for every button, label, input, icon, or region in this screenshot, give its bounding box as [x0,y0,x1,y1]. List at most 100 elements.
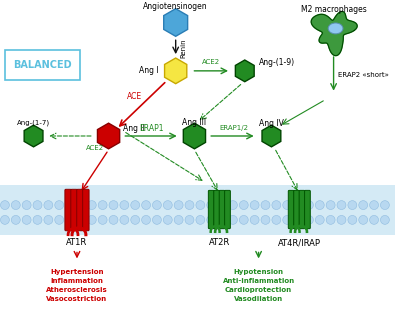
Circle shape [22,201,31,209]
Circle shape [304,201,313,209]
Circle shape [55,201,64,209]
Circle shape [33,201,42,209]
FancyBboxPatch shape [0,185,395,235]
FancyBboxPatch shape [77,189,83,231]
Circle shape [348,215,357,224]
Circle shape [272,201,281,209]
Circle shape [22,215,31,224]
Text: AT1R: AT1R [66,238,88,247]
Polygon shape [98,123,120,149]
Circle shape [380,201,389,209]
Circle shape [196,201,205,209]
Text: ACE: ACE [127,92,142,101]
Text: M2 macrophages: M2 macrophages [301,5,366,14]
Circle shape [315,201,324,209]
Circle shape [163,215,172,224]
Circle shape [174,215,183,224]
Text: Renin: Renin [181,38,187,58]
Circle shape [272,215,281,224]
Circle shape [185,215,194,224]
Circle shape [196,215,205,224]
Circle shape [163,201,172,209]
Circle shape [326,201,335,209]
Circle shape [142,215,150,224]
Polygon shape [183,123,206,149]
Circle shape [261,201,270,209]
Text: Atherosclerosis: Atherosclerosis [46,287,108,293]
FancyBboxPatch shape [71,189,77,231]
FancyBboxPatch shape [219,190,225,229]
Ellipse shape [328,23,343,34]
Circle shape [218,201,226,209]
Circle shape [11,215,20,224]
Text: Anti-inflammation: Anti-inflammation [222,278,295,284]
Circle shape [359,201,368,209]
Text: Ang I: Ang I [139,66,159,75]
Circle shape [337,215,346,224]
Circle shape [207,215,216,224]
Text: BALANCED: BALANCED [13,60,72,70]
Circle shape [87,201,96,209]
Circle shape [239,215,248,224]
Circle shape [380,215,389,224]
Circle shape [152,215,161,224]
Circle shape [152,201,161,209]
Circle shape [261,215,270,224]
Circle shape [109,215,118,224]
Circle shape [283,215,292,224]
Circle shape [250,215,259,224]
Polygon shape [311,11,357,56]
Circle shape [370,215,378,224]
Circle shape [131,201,140,209]
Circle shape [55,215,64,224]
FancyBboxPatch shape [299,190,305,229]
Circle shape [283,201,292,209]
Circle shape [359,215,368,224]
Text: Vasodilation: Vasodilation [234,296,283,302]
Circle shape [44,201,53,209]
Text: Cardioprotection: Cardioprotection [225,287,292,293]
Circle shape [11,201,20,209]
FancyBboxPatch shape [208,190,214,229]
Circle shape [315,215,324,224]
Circle shape [131,215,140,224]
Circle shape [370,201,378,209]
Circle shape [239,201,248,209]
Circle shape [98,201,107,209]
Circle shape [174,201,183,209]
Circle shape [185,201,194,209]
Text: Hypertension: Hypertension [50,269,104,275]
Circle shape [218,215,226,224]
Circle shape [44,215,53,224]
Circle shape [120,215,129,224]
Polygon shape [164,9,188,36]
Polygon shape [235,60,254,82]
FancyBboxPatch shape [5,50,80,80]
Text: ERAP2 «short»: ERAP2 «short» [338,72,388,78]
Text: ERAP1/2: ERAP1/2 [220,125,248,131]
Circle shape [66,215,74,224]
Text: Angiotensinogen: Angiotensinogen [143,2,208,11]
Circle shape [294,201,302,209]
FancyBboxPatch shape [65,189,71,231]
Circle shape [120,201,129,209]
Text: ERAP1: ERAP1 [139,124,163,133]
Circle shape [87,215,96,224]
Circle shape [98,215,107,224]
FancyBboxPatch shape [288,190,294,229]
Polygon shape [262,125,281,147]
Circle shape [76,215,85,224]
Text: Ang III: Ang III [182,118,206,127]
Text: Inflammation: Inflammation [50,278,104,284]
Circle shape [66,201,74,209]
FancyBboxPatch shape [83,189,89,231]
FancyBboxPatch shape [214,190,220,229]
Circle shape [228,215,237,224]
Text: Ang-(1-9): Ang-(1-9) [258,58,295,68]
Text: Ang-(1-7): Ang-(1-7) [17,120,50,127]
Circle shape [337,201,346,209]
Circle shape [207,201,216,209]
Text: Vasocostriction: Vasocostriction [46,296,108,302]
Circle shape [76,201,85,209]
Text: AT2R: AT2R [208,238,230,247]
